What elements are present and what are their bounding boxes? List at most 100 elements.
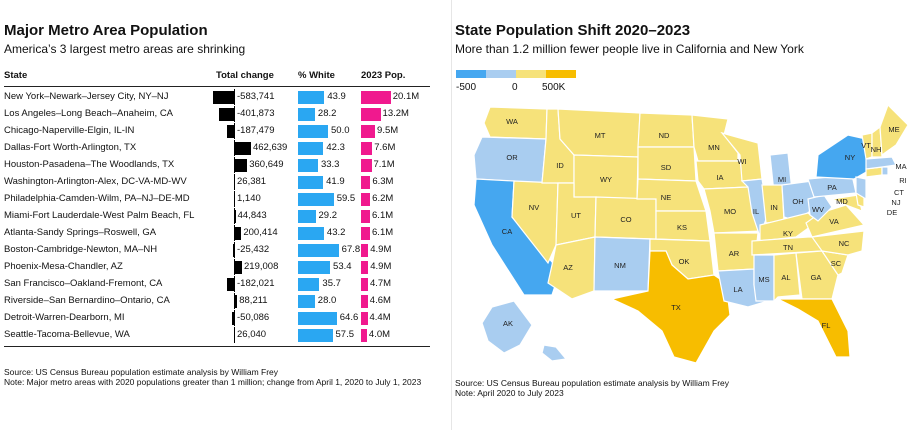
change-bar [234,261,243,274]
state-ny [815,134,869,180]
pct-white-bar [298,312,337,325]
pct-white-bar [298,278,320,291]
header-pct-white: % White [298,70,335,81]
change-bar [234,159,248,172]
table-row: Dallas-Fort Worth-Arlington, TX 462,639 42… [0,140,430,156]
change-zero-line [234,242,235,258]
population-label: 7.6M [374,142,396,153]
pct-white-label: 28.2 [317,108,337,119]
population-label: 4.7M [369,278,392,289]
pct-white-label: 29.2 [318,210,338,221]
pct-white-bar [298,108,315,121]
state-label-co: CO [620,215,631,224]
state-label-wv: WV [812,205,824,214]
change-zero-line [234,89,235,105]
state-label-wy: WY [600,175,612,184]
change-zero-line [234,276,235,292]
state-label-tx: TX [671,303,681,312]
change-label: -25,432 [237,244,270,255]
pct-white-label: 35.7 [322,278,341,289]
pct-white-label: 41.9 [326,176,345,187]
state-ms [753,254,775,302]
change-zero-line [234,259,235,275]
state-label-mt: MT [595,131,606,140]
state-ky [759,212,819,242]
metro-name: Washington-Arlington-Alex, DC-VA-MD-WV [4,176,187,187]
change-bar [233,244,234,257]
metro-table-title: Major Metro Area Population [4,22,208,39]
change-zero-line [234,327,235,343]
state-label-id: ID [556,161,564,170]
change-label: 462,639 [252,142,288,153]
state-callout-ri: RI [899,176,907,185]
population-bar [361,91,391,104]
map-note: Note: April 2020 to July 2023 [455,388,564,398]
pct-white-bar [298,210,316,223]
population-bar [361,125,376,138]
table-bottom-rule [4,346,430,347]
change-label: -182,021 [237,278,275,289]
state-ma [865,156,897,170]
change-label: -401,873 [237,108,275,119]
state-label-ar: AR [729,249,740,258]
change-zero-line [234,208,235,224]
metro-name: Riverside–San Bernardino–Ontario, CA [4,295,170,306]
state-callout-ma: MA [895,162,906,171]
change-zero-line [234,157,235,173]
metro-name: New York–Newark–Jersey City, NY–NJ [4,91,169,102]
state-label-sd: SD [661,163,672,172]
change-bar [212,91,234,104]
metro-name: Dallas-Fort Worth-Arlington, TX [4,142,137,153]
table-row: Riverside–San Bernardino–Ontario, CA 88,2… [0,293,430,309]
change-bar [234,142,251,155]
state-nd [637,112,695,148]
pct-white-label: 50.0 [331,125,350,136]
state-label-me: ME [888,125,899,134]
state-fl [777,298,851,358]
change-label: 88,211 [239,295,268,306]
change-label: -50,086 [237,312,270,323]
state-label-mo: MO [724,207,736,216]
state-label-nd: ND [659,131,670,140]
change-label: 44,843 [237,210,267,221]
state-label-ia: IA [716,173,723,182]
map-source-block: Source: US Census Bureau population esti… [455,378,905,398]
pct-white-label: 33.3 [320,159,340,170]
state-ga [795,250,839,300]
state-label-oh: OH [792,197,803,206]
pct-white-bar [298,329,333,342]
table-row: Los Angeles–Long Beach–Anaheim, CA -401,8… [0,106,430,122]
metro-name: Houston-Pasadena–The Woodlands, TX [4,159,175,170]
us-states-map: WA OR CA NV ID MT WY UT CO AZ NM ND SD NE KS OK TX MN IA MO… [473,103,909,364]
population-bar [361,244,369,257]
pct-white-bar [298,142,324,155]
state-label-ks: KS [677,223,687,232]
population-label: 6.2M [372,193,394,204]
population-bar [361,227,371,240]
state-label-mn: MN [708,143,720,152]
state-me [879,103,909,157]
population-bar [361,261,369,274]
metro-name: Seattle-Tacoma-Bellevue, WA [4,329,130,340]
pct-white-label: 42.3 [326,142,345,153]
state-nj [855,176,867,201]
legend-label-min: -500 [456,82,477,93]
map-source: Source: US Census Bureau population esti… [455,378,730,388]
state-label-va: VA [829,217,838,226]
state-map-panel: State Population Shift 2020–2023 More th… [451,0,912,430]
state-label-nm: NM [614,261,626,270]
state-label-ny: NY [845,153,855,162]
state-label-ok: OK [679,257,690,266]
change-bar [234,295,238,308]
state-md [829,194,863,212]
pct-white-bar [298,91,325,104]
state-hi [541,344,568,362]
state-callout-nj: NJ [891,198,900,207]
metro-name: Atlanta-Sandy Springs–Roswell, GA [4,227,157,238]
metro-name: Los Angeles–Long Beach–Anaheim, CA [4,108,174,119]
population-label: 4.4M [369,312,391,323]
state-label-ms: MS [758,275,769,284]
population-label: 6.1M [372,227,394,238]
table-row: Houston-Pasadena–The Woodlands, TX 360,64… [0,157,430,173]
state-mn [691,114,739,162]
